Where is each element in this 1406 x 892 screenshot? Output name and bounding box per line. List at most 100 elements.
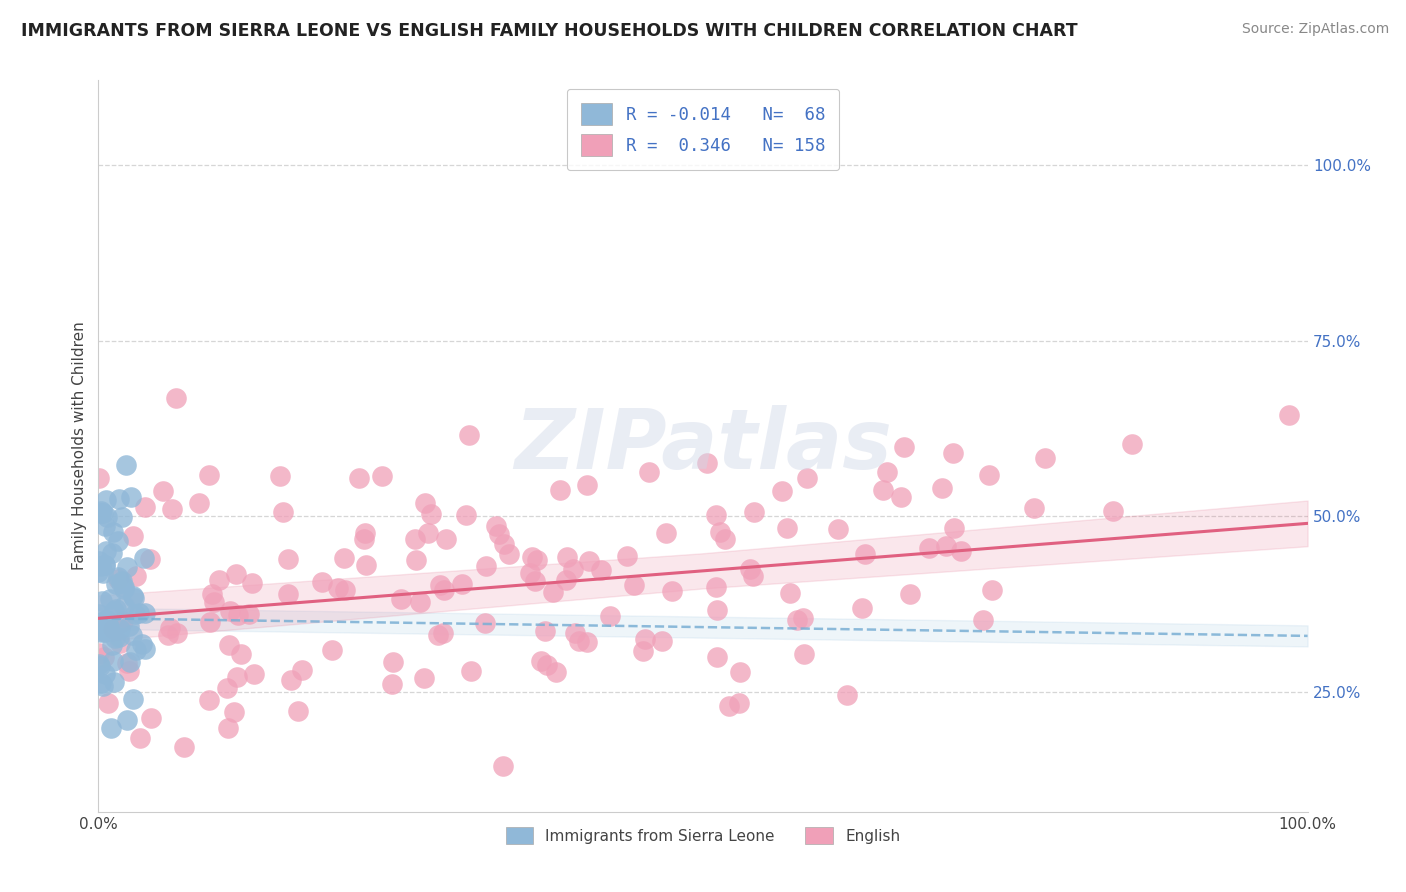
Point: [89, 659, 111, 673]
Point: [651, 634, 673, 648]
Point: [134, 641, 156, 656]
Point: [714, 532, 737, 546]
Point: [90, 594, 112, 608]
Point: [94, 613, 117, 627]
Point: [115, 458, 138, 472]
Point: [728, 696, 751, 710]
Point: [108, 616, 131, 631]
Point: [224, 706, 246, 720]
Point: [165, 391, 187, 405]
Point: [207, 573, 229, 587]
Point: [100, 722, 122, 736]
Point: [779, 586, 801, 600]
Point: [413, 496, 436, 510]
Point: [796, 471, 818, 485]
Point: [498, 548, 520, 562]
Point: [129, 731, 152, 746]
Point: [631, 644, 654, 658]
Point: [125, 569, 148, 583]
Point: [578, 554, 600, 568]
Point: [280, 673, 302, 687]
Point: [931, 481, 953, 495]
Point: [434, 532, 457, 546]
Point: [460, 665, 482, 679]
Point: [121, 628, 143, 642]
Point: [93, 624, 115, 639]
Point: [661, 583, 683, 598]
Point: [405, 553, 427, 567]
Point: [548, 483, 571, 497]
Point: [96, 613, 118, 627]
Point: [728, 665, 751, 679]
Point: [107, 572, 129, 586]
Point: [429, 578, 451, 592]
Point: [696, 456, 718, 470]
Point: [277, 552, 299, 566]
Point: [433, 583, 456, 598]
Point: [105, 577, 128, 591]
Point: [942, 446, 965, 460]
Point: [187, 496, 209, 510]
Point: [1121, 437, 1143, 451]
Point: [103, 654, 125, 668]
Point: [93, 649, 115, 664]
Point: [420, 507, 443, 521]
Point: [291, 663, 314, 677]
Point: [405, 533, 427, 547]
Point: [112, 582, 135, 596]
Point: [229, 647, 252, 661]
Point: [564, 626, 586, 640]
Point: [162, 501, 184, 516]
Point: [93, 558, 115, 572]
Point: [87, 565, 110, 579]
Point: [166, 626, 188, 640]
Point: [775, 520, 797, 534]
Point: [108, 491, 131, 506]
Point: [152, 484, 174, 499]
Point: [972, 613, 994, 627]
Point: [534, 624, 557, 638]
Point: [134, 500, 156, 514]
Point: [103, 675, 125, 690]
Point: [93, 614, 115, 628]
Point: [485, 519, 508, 533]
Point: [122, 591, 145, 605]
Point: [526, 553, 548, 567]
Point: [851, 601, 873, 615]
Point: [98, 620, 121, 634]
Point: [935, 539, 957, 553]
Point: [623, 578, 645, 592]
Point: [835, 688, 858, 702]
Point: [381, 677, 404, 691]
Point: [87, 554, 110, 568]
Point: [616, 549, 638, 564]
Point: [1278, 408, 1301, 422]
Point: [333, 582, 356, 597]
Point: [108, 630, 131, 644]
Point: [488, 526, 510, 541]
Point: [240, 575, 263, 590]
Point: [139, 552, 162, 566]
Point: [98, 620, 121, 634]
Point: [354, 558, 377, 573]
Point: [770, 483, 793, 498]
Point: [100, 546, 122, 560]
Point: [238, 607, 260, 622]
Point: [118, 619, 141, 633]
Point: [738, 562, 761, 576]
Point: [454, 508, 477, 522]
Point: [218, 638, 240, 652]
Point: [269, 469, 291, 483]
Point: [201, 586, 224, 600]
Point: [91, 566, 114, 580]
Point: [198, 615, 221, 630]
Point: [96, 510, 118, 524]
Point: [381, 655, 404, 669]
Point: [519, 566, 541, 580]
Point: [827, 522, 849, 536]
Point: [634, 632, 657, 647]
Point: [225, 670, 247, 684]
Text: ZIPatlas: ZIPatlas: [515, 406, 891, 486]
Text: IMMIGRANTS FROM SIERRA LEONE VS ENGLISH FAMILY HOUSEHOLDS WITH CHILDREN CORRELAT: IMMIGRANTS FROM SIERRA LEONE VS ENGLISH …: [21, 22, 1078, 40]
Point: [89, 646, 111, 660]
